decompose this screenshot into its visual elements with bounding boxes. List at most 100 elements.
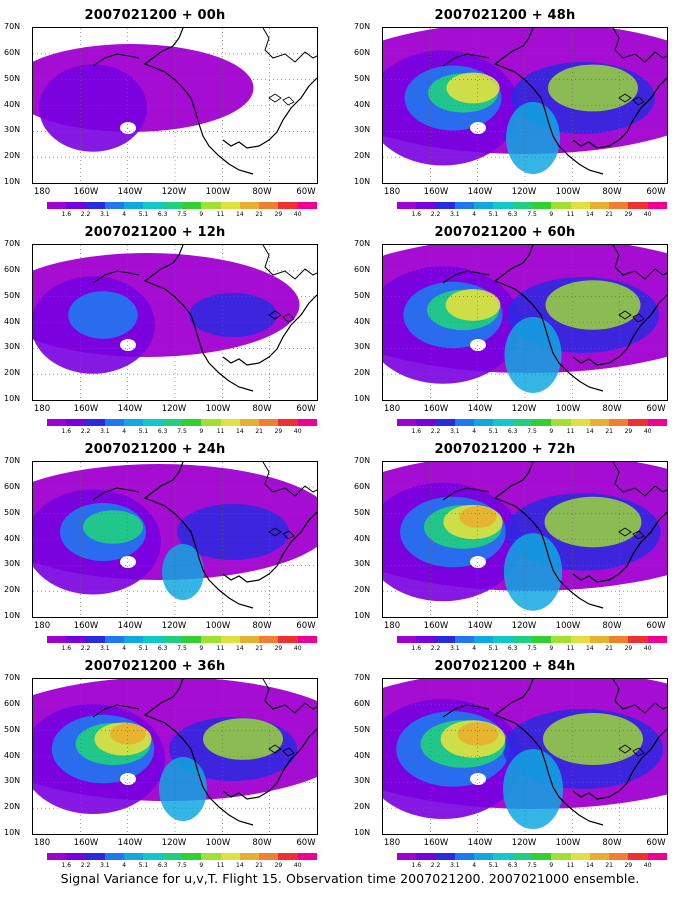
latitude-label: 20N	[4, 585, 21, 595]
colorbar-swatch	[259, 202, 279, 209]
colorbar-swatch	[66, 202, 86, 209]
colorbar-label: 9	[199, 428, 204, 435]
colorbar-swatch	[181, 853, 202, 860]
colorbar-swatch	[181, 636, 202, 643]
colorbar-swatch	[531, 636, 552, 643]
panel-title: 2007021200 + 72h	[434, 442, 576, 457]
colorbar-swatch	[220, 202, 240, 209]
longitude-label: 140W	[467, 404, 493, 414]
colorbar-label: 11	[216, 428, 225, 435]
panel-title: 2007021200 + 48h	[434, 8, 576, 23]
colorbar-label: 6.3	[507, 211, 518, 218]
colorbar-swatch	[512, 202, 532, 209]
longitude-label: 100W	[555, 621, 581, 631]
colorbar-swatch	[589, 636, 610, 643]
colorbar-swatch	[474, 853, 494, 860]
colorbar-label: 40	[293, 428, 302, 435]
colorbar-swatch	[259, 853, 279, 860]
map-panel: 2007021200 + 84h 70N 60N 50N 40N 30N 20N 10N 18…	[350, 659, 670, 869]
colorbar-label: 7.5	[177, 428, 187, 435]
longitude-label: 140W	[467, 187, 493, 197]
colorbar-swatch	[162, 636, 182, 643]
colorbar-swatch	[297, 202, 317, 209]
colorbar-swatch	[124, 636, 144, 643]
colorbar-swatch	[162, 853, 182, 860]
colorbar-label: 14	[586, 428, 594, 435]
colorbar-label: 2.2	[80, 862, 91, 869]
colorbar-swatch	[297, 636, 317, 643]
latitude-label: 10N	[354, 828, 371, 837]
colorbar-label: 40	[643, 645, 652, 652]
panel-title: 2007021200 + 00h	[84, 8, 226, 23]
colorbar-label: 5.1	[488, 211, 499, 218]
colorbar-label: 2.2	[80, 645, 91, 652]
colorbar-swatch	[104, 419, 125, 426]
colorbar-label: 2.2	[430, 211, 441, 218]
longitude-label: 60W	[296, 187, 316, 197]
colorbar-swatch	[181, 202, 202, 209]
longitude-label: 140W	[117, 404, 143, 414]
latitude-label: 60N	[354, 698, 371, 708]
colorbar-swatch	[435, 636, 455, 643]
colorbar-swatch	[628, 419, 648, 426]
map-panel: 2007021200 + 36h 70N 60N 50N 40N 30N 20N 10N 18…	[0, 659, 320, 869]
colorbar-swatch	[647, 419, 667, 426]
latitude-label: 30N	[354, 559, 371, 569]
colorbar-swatch	[397, 419, 417, 426]
longitude-label: 160W	[423, 404, 449, 414]
colorbar-label: 6.3	[507, 645, 518, 652]
panel-title: 2007021200 + 36h	[84, 659, 226, 674]
signal-variance-map	[32, 244, 318, 401]
colorbar-label: 5.1	[138, 211, 149, 218]
colorbar-label: 1.6	[61, 862, 72, 869]
colorbar-label: 21	[255, 862, 263, 869]
panel-title: 2007021200 + 12h	[84, 225, 226, 240]
colorbar-label: 1.6	[411, 428, 422, 435]
colorbar-label: 9	[549, 428, 554, 435]
colorbar-label: 5.1	[488, 645, 499, 652]
longitude-label: 160W	[73, 621, 99, 631]
colorbar-label: 7.5	[177, 862, 187, 869]
longitude-label: 120W	[161, 187, 187, 197]
colorbar-swatch	[493, 202, 513, 209]
latitude-label: 60N	[4, 698, 21, 708]
colorbar-label: 14	[586, 862, 594, 869]
colorbar-label: 5.1	[488, 428, 499, 435]
colorbar-swatch	[551, 419, 571, 426]
colorbar	[397, 636, 667, 643]
latitude-label: 30N	[354, 125, 371, 135]
longitude-label: 80W	[602, 621, 622, 631]
colorbar-label: 4	[472, 211, 477, 218]
colorbar-label: 14	[236, 862, 244, 869]
latitude-label: 40N	[354, 99, 371, 109]
colorbar-label: 21	[255, 428, 263, 435]
colorbar-label: 4	[472, 645, 477, 652]
latitude-label: 10N	[4, 177, 21, 186]
colorbar-label: 3.1	[100, 862, 110, 869]
latitude-label: 10N	[4, 611, 21, 620]
colorbar-label: 6.3	[507, 428, 518, 435]
colorbar-label: 29	[274, 645, 283, 652]
colorbar	[397, 202, 667, 209]
colorbar-swatch	[239, 202, 260, 209]
colorbar-swatch	[201, 202, 221, 209]
colorbar-label: 11	[566, 645, 575, 652]
longitude-label: 60W	[646, 187, 666, 197]
colorbar-label: 3.1	[450, 862, 460, 869]
latitude-label: 50N	[354, 724, 371, 734]
longitude-label: 180	[33, 187, 51, 197]
colorbar-swatch	[85, 419, 105, 426]
colorbar-swatch	[259, 419, 279, 426]
colorbar-swatch	[609, 419, 629, 426]
colorbar-swatch	[493, 853, 513, 860]
colorbar-swatch	[454, 853, 475, 860]
colorbar-label: 9	[549, 862, 554, 869]
colorbar-swatch	[628, 636, 648, 643]
colorbar-swatch	[589, 853, 610, 860]
colorbar-label: 11	[216, 645, 225, 652]
colorbar-swatch	[259, 636, 279, 643]
latitude-label: 20N	[354, 585, 371, 595]
colorbar-label: 21	[605, 862, 613, 869]
map-graphic	[33, 679, 317, 834]
colorbar-label: 2.2	[80, 211, 91, 218]
